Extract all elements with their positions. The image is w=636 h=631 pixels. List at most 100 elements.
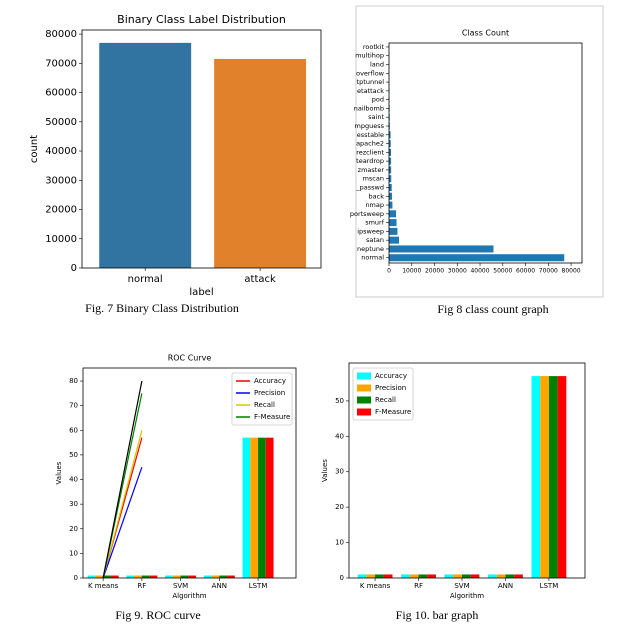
bar [389, 245, 494, 253]
bar [134, 575, 142, 578]
bar [389, 140, 391, 148]
y-axis-label: count [29, 135, 40, 163]
bar [357, 574, 367, 578]
bar [188, 575, 197, 578]
y-tick-label: 20 [335, 503, 344, 511]
y-tick-label: 80000 [45, 29, 77, 40]
caption: Fig 9. ROC curve [115, 608, 200, 622]
y-tick-label: multihop [355, 52, 384, 60]
chart-title: Binary Class Label Distribution [117, 13, 286, 26]
y-tick-label: saint [368, 113, 384, 121]
y-tick-label: rootkit [363, 43, 385, 51]
bar [203, 575, 212, 578]
y-tick-label: apache2 [356, 140, 384, 148]
figure-frame [355, 5, 604, 298]
bar [95, 575, 104, 578]
axes-frame [388, 42, 583, 264]
y-tick-label: 30 [335, 468, 344, 476]
y-tick-label: 50 [335, 397, 344, 405]
y-tick-label: etattack [357, 87, 384, 95]
y-tick-label: nailbomb [354, 104, 384, 112]
legend-label: F-Measure [375, 408, 411, 416]
bar [165, 575, 173, 578]
x-tick-label: ANN [212, 582, 227, 590]
bar [211, 575, 220, 578]
bar [531, 376, 541, 578]
x-tick-label: RF [137, 582, 146, 590]
bar [172, 575, 181, 578]
x-tick-label: 40000 [470, 268, 489, 275]
y-tick-label: overflow [356, 69, 385, 77]
legend-label: Accuracy [375, 372, 407, 380]
bar [514, 574, 523, 578]
x-tick-label: 60000 [516, 268, 535, 275]
bar [496, 574, 506, 578]
bar [389, 183, 392, 191]
bar [389, 148, 392, 156]
x-tick-label: SVM [454, 582, 469, 590]
y-axis-label: Values [55, 461, 63, 484]
y-tick-label: 60 [69, 426, 78, 434]
x-tick-label: 50000 [493, 268, 512, 275]
legend-swatch [357, 384, 371, 392]
legend-label: Precision [254, 389, 285, 397]
y-tick-label: 40 [69, 476, 78, 484]
x-tick-label: normal [128, 274, 163, 285]
x-tick-label: 0 [387, 268, 391, 275]
y-tick-label: mpguess [355, 122, 385, 130]
bar [250, 437, 259, 578]
x-axis-label: Algorithm [450, 592, 484, 600]
line [102, 467, 143, 579]
y-tick-label: 0 [74, 574, 78, 582]
y-tick-label: 50000 [45, 117, 77, 128]
y-tick-label: portsweep [350, 210, 384, 218]
y-tick-label: 80 [69, 377, 78, 385]
bar [453, 574, 463, 578]
legend-swatch [357, 372, 371, 380]
bar [389, 219, 397, 227]
legend-label: F-Measure [254, 413, 290, 421]
y-tick-label: 0 [71, 263, 77, 274]
legend-label: Recall [254, 401, 275, 409]
bar [444, 574, 454, 578]
bar [418, 574, 428, 578]
y-tick-label: 30 [69, 500, 78, 508]
y-tick-label: back [369, 192, 385, 200]
y-tick-label: 10 [69, 549, 78, 557]
bar [265, 437, 274, 578]
x-tick-label: K means [88, 582, 119, 590]
bar [389, 131, 391, 139]
legend-box [352, 367, 414, 421]
y-tick-label: _passwd [355, 183, 384, 191]
y-tick-label: 40 [335, 432, 344, 440]
bar [110, 575, 119, 578]
bar [557, 376, 567, 578]
bar [409, 574, 419, 578]
bar [219, 575, 228, 578]
caption: Fig 10. bar graph [396, 608, 479, 622]
y-tick-label: 40000 [45, 146, 77, 157]
x-tick-label: ANN [498, 582, 513, 590]
x-tick-label: 70000 [539, 268, 558, 275]
y-tick-label: mscan [363, 175, 384, 183]
y-tick-label: esstable [357, 131, 384, 139]
x-tick-label: 80000 [562, 268, 581, 275]
legend-swatch [357, 396, 371, 404]
x-tick-label: K means [360, 582, 391, 590]
y-tick-label: neptune [357, 245, 384, 253]
bar [462, 574, 471, 578]
bar [103, 575, 111, 578]
x-tick-label: LSTM [249, 582, 268, 590]
bar [366, 574, 376, 578]
bar [389, 210, 397, 218]
y-tick-label: pod [372, 96, 384, 104]
y-tick-label: 10000 [45, 234, 77, 245]
y-tick-label: zmaster [358, 166, 385, 174]
bar [214, 58, 307, 268]
bar [87, 575, 96, 578]
bar [470, 574, 480, 578]
bar [389, 157, 392, 165]
x-tick-label: 10000 [402, 268, 421, 275]
y-tick-label: tptunnel [357, 78, 385, 86]
